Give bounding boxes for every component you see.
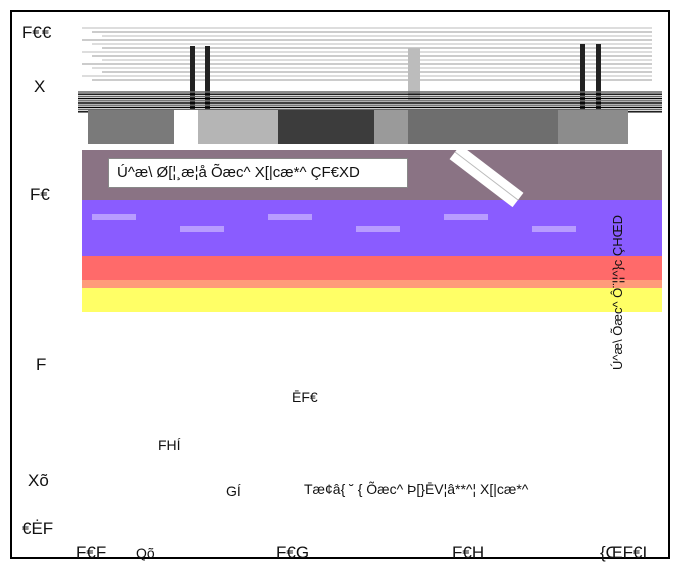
x-tick-label-3: F€G xyxy=(276,543,310,562)
y-tick-label-3: F€ xyxy=(30,185,50,204)
yellow-band xyxy=(82,288,662,312)
marker-bar xyxy=(596,44,601,118)
violet-speck xyxy=(444,214,488,220)
y-tick-label-4: F xyxy=(36,355,47,374)
red-band xyxy=(82,256,662,280)
x-tick-label-5: {ŒF€I xyxy=(600,543,648,562)
violet-speck xyxy=(356,226,400,232)
annotation-callout: Ú^æ\ Ø[¦¸æ¦å Õæc^ X[|cæ*^ ÇF€XD xyxy=(108,158,408,188)
white-cell xyxy=(174,110,198,144)
grey-cell xyxy=(88,110,174,144)
callout-arrow-edge xyxy=(454,151,519,201)
violet-speck xyxy=(180,226,224,232)
x-tick-label-2: Qõ xyxy=(136,545,155,561)
dark-cell xyxy=(278,110,374,144)
marker-bar xyxy=(205,46,210,120)
marker-bar xyxy=(190,46,195,120)
grey-cell xyxy=(408,110,558,144)
x-tick-label-1: F€F xyxy=(76,543,107,562)
inline-label-1: ĒF€ xyxy=(292,389,318,405)
orange-band xyxy=(82,280,662,288)
x-axis-label: Tæ¢â{ ˘ { Õæc^ Þ[}ĒV¦â**^¦ X[|cæ*^ xyxy=(304,481,529,497)
y-tick-label-6: €ĖF xyxy=(22,519,54,538)
marker-bar xyxy=(408,48,420,100)
violet-speck xyxy=(92,214,136,220)
inline-label-2: FHÍ xyxy=(158,437,181,453)
y-axis-label: Ú^æ\ Õæc^ Ô¨¦¦^}c ÇHŒD xyxy=(610,214,625,370)
grey-cell xyxy=(374,110,408,144)
light-cell xyxy=(198,110,278,144)
x-tick-label-4: F€H xyxy=(452,543,485,562)
y-tick-label-1: F€€ xyxy=(22,23,52,42)
chart-frame xyxy=(10,10,670,559)
inline-label-3: GÍ xyxy=(226,483,241,499)
marker-bar xyxy=(580,44,585,118)
grey-cell xyxy=(558,110,628,144)
violet-speck xyxy=(532,226,576,232)
violet-speck xyxy=(268,214,312,220)
y-tick-label-5: Xõ xyxy=(28,471,49,490)
y-tick-label-2: X xyxy=(34,77,46,96)
